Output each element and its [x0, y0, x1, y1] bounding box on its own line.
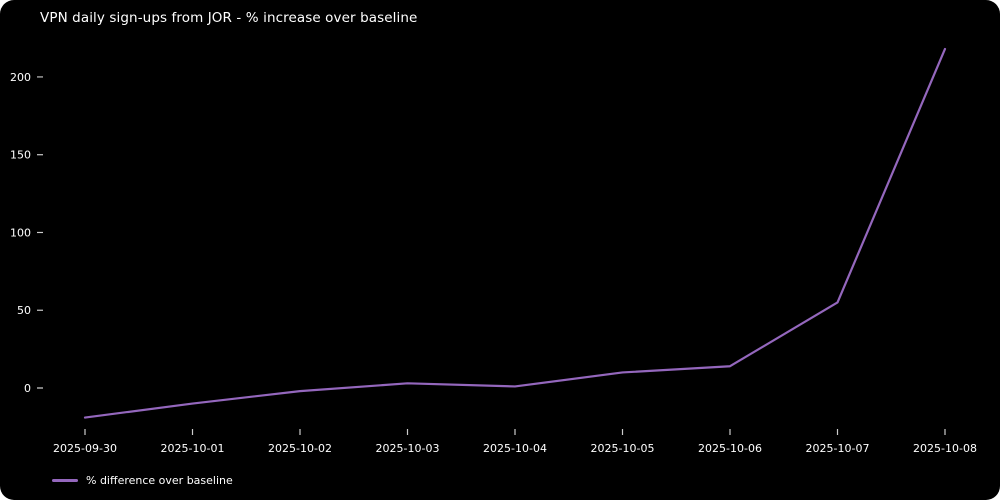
y-axis-tick-label: 150 — [10, 149, 31, 162]
x-axis-tick-label: 2025-10-01 — [161, 442, 225, 455]
x-axis-tick-label: 2025-10-08 — [913, 442, 977, 455]
series-line — [83, 47, 947, 419]
x-axis-tick-label: 2025-10-03 — [376, 442, 440, 455]
y-axis-tick-label: 0 — [24, 382, 31, 395]
x-axis-tick-label: 2025-10-04 — [483, 442, 547, 455]
legend-line-swatch — [52, 478, 78, 482]
x-axis-tick-label: 2025-09-30 — [53, 442, 117, 455]
x-axis-tick-label: 2025-10-05 — [591, 442, 655, 455]
x-axis-tick-label: 2025-10-02 — [268, 442, 332, 455]
y-axis-tick-label: 100 — [10, 226, 31, 239]
legend-label: % difference over baseline — [86, 473, 233, 487]
y-axis-tick-label: 50 — [17, 304, 31, 317]
x-axis-tick-label: 2025-10-06 — [698, 442, 762, 455]
x-axis-tick-label: 2025-10-07 — [806, 442, 870, 455]
chart-title: VPN daily sign-ups from JOR - % increase… — [40, 10, 418, 26]
legend: % difference over baseline — [52, 472, 233, 488]
y-axis-tick-label: 200 — [10, 71, 31, 84]
